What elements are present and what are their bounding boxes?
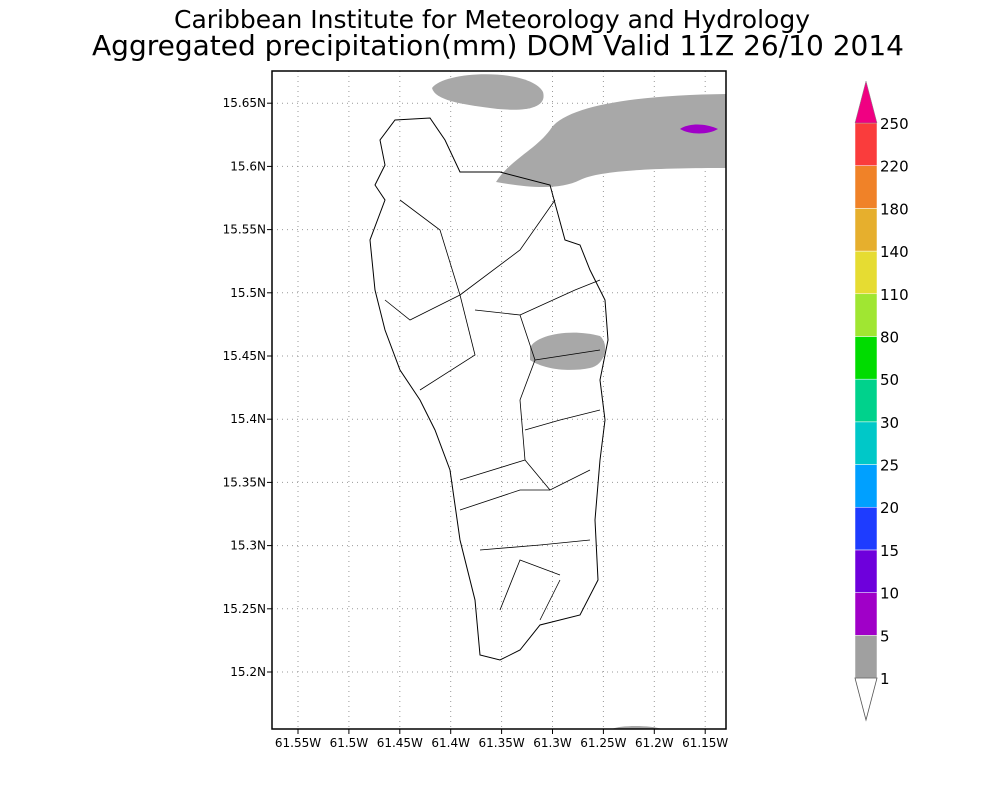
grid bbox=[272, 71, 726, 729]
x-tick-label: 61.2W bbox=[635, 736, 674, 750]
colorbar-segment bbox=[854, 549, 878, 593]
map-frame bbox=[271, 70, 727, 730]
y-tick-label: 15.65N bbox=[223, 96, 266, 110]
precip-area bbox=[496, 94, 726, 187]
y-tick-label: 15.4N bbox=[230, 412, 266, 426]
y-tick-label: 15.55N bbox=[223, 223, 266, 237]
colorbar-label: 5 bbox=[880, 627, 890, 645]
subtitle: Aggregated precipitation(mm) DOM Valid 1… bbox=[92, 29, 904, 62]
colorbar-segment bbox=[854, 165, 878, 209]
y-tick-label: 15.25N bbox=[223, 602, 266, 616]
y-tick-label: 15.5N bbox=[230, 286, 266, 300]
colorbar-segment bbox=[854, 250, 878, 295]
x-tick-label: 61.5W bbox=[330, 736, 369, 750]
y-tick-label: 15.6N bbox=[230, 159, 266, 173]
colorbar-segment bbox=[854, 122, 878, 166]
x-tick-label: 61.45W bbox=[377, 736, 423, 750]
x-tick-label: 61.25W bbox=[580, 736, 626, 750]
colorbar-segment bbox=[854, 208, 878, 252]
colorbar-label: 80 bbox=[880, 328, 899, 346]
colorbar-label: 110 bbox=[880, 286, 909, 304]
y-tick-label: 15.3N bbox=[230, 539, 266, 553]
colorbar-label: 25 bbox=[880, 457, 899, 475]
colorbar-label: 140 bbox=[880, 243, 909, 261]
island-outline bbox=[369, 117, 609, 661]
precip-area bbox=[432, 74, 544, 110]
colorbar-label: 20 bbox=[880, 499, 899, 517]
colorbar-segment bbox=[854, 421, 878, 465]
colorbar-label: 250 bbox=[880, 115, 909, 133]
colorbar-segment bbox=[854, 506, 878, 551]
colorbar-label: 220 bbox=[880, 158, 909, 176]
colorbar-over bbox=[854, 80, 878, 124]
colorbar-label: 30 bbox=[880, 414, 899, 432]
colorbar-segment bbox=[854, 336, 878, 380]
colorbar-segment bbox=[854, 293, 878, 337]
colorbar-label: 10 bbox=[880, 585, 899, 603]
colorbar-segment bbox=[854, 464, 878, 508]
colorbar-label: 180 bbox=[880, 200, 909, 218]
precip-area bbox=[680, 124, 718, 134]
watersheds bbox=[384, 199, 601, 621]
colorbar-segment bbox=[854, 592, 878, 636]
colorbar-label: 15 bbox=[880, 542, 899, 560]
x-tick-label: 61.55W bbox=[275, 736, 321, 750]
x-tick-label: 61.3W bbox=[533, 736, 572, 750]
title: Caribbean Institute for Meteorology and … bbox=[174, 5, 810, 34]
colorbar-under bbox=[854, 677, 878, 722]
y-tick-label: 15.2N bbox=[230, 665, 266, 679]
y-tick-label: 15.35N bbox=[223, 475, 266, 489]
precip-area bbox=[530, 332, 606, 370]
x-tick-label: 61.15W bbox=[682, 736, 728, 750]
colorbar-segment bbox=[854, 378, 878, 423]
colorbar-segment bbox=[854, 635, 878, 679]
colorbar-label: 1 bbox=[880, 670, 890, 688]
y-tick-label: 15.45N bbox=[223, 349, 266, 363]
map bbox=[271, 70, 727, 730]
x-tick-label: 61.35W bbox=[478, 736, 524, 750]
x-tick-label: 61.4W bbox=[431, 736, 470, 750]
colorbar-label: 50 bbox=[880, 371, 899, 389]
